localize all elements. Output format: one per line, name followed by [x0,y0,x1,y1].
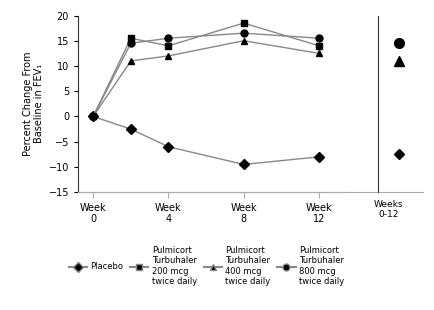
Legend: Placebo, Pulmicort
Turbuhaler
200 mcg
twice daily, Pulmicort
Turbuhaler
400 mcg
: Placebo, Pulmicort Turbuhaler 200 mcg tw… [69,246,344,286]
Text: Weeks
0-12: Weeks 0-12 [374,200,403,219]
Y-axis label: Percent Change From
Baseline in FEV₁: Percent Change From Baseline in FEV₁ [23,51,44,156]
